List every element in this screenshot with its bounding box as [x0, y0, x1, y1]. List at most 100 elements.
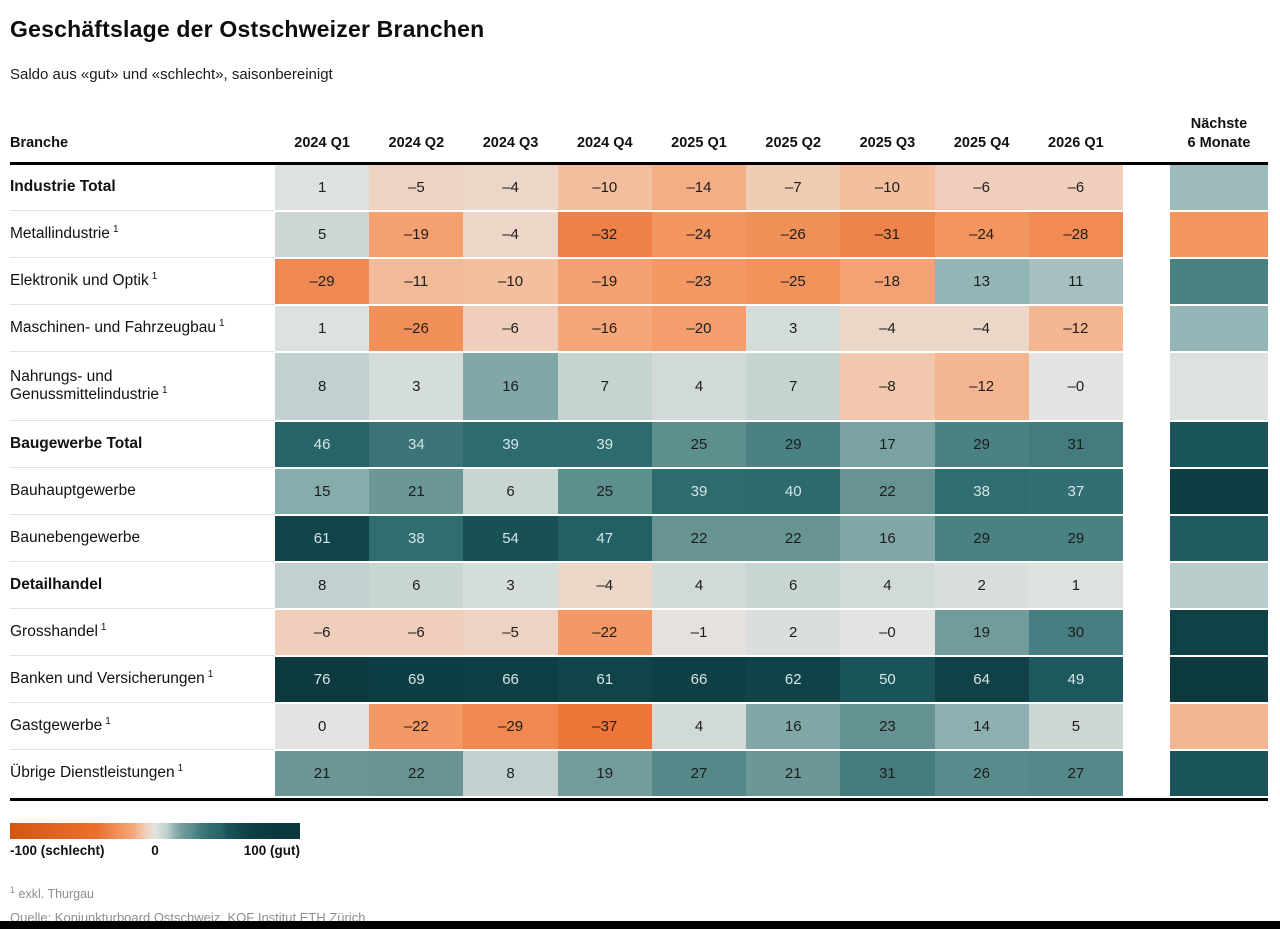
- heatmap-cell: 40: [746, 468, 841, 514]
- table-row: Metallindustrie 1 5 –19 –4 –32 –24 –26 –31 –24 –28: [10, 209, 1268, 257]
- heatmap-cell: –28: [1028, 211, 1123, 257]
- column-gap: [1122, 656, 1170, 702]
- heatmap-cell: 25: [651, 421, 747, 467]
- row-label-footnote-marker: 1: [162, 385, 168, 397]
- forecast-cell: [1169, 211, 1268, 257]
- heatmap-cell: 49: [1028, 656, 1123, 702]
- heatmap-cell: –29: [275, 258, 370, 304]
- heatmap-cell: 31: [840, 750, 935, 796]
- heatmap-cell: 34: [369, 421, 464, 467]
- table-row: Baugewerbe Total 46 34 39 39 25 29 17 29 31: [10, 419, 1268, 467]
- column-gap: [1122, 609, 1170, 655]
- heatmap-cell: 11: [1028, 258, 1123, 304]
- heatmap-cell: –1: [651, 609, 747, 655]
- heatmap-cell: 2: [746, 609, 841, 655]
- heatmap-cell: –4: [463, 164, 558, 210]
- heatmap-cell: 5: [1028, 703, 1123, 749]
- heatmap-cell: –6: [275, 609, 370, 655]
- heatmap-cell: 22: [840, 468, 935, 514]
- heatmap-cell: –32: [557, 211, 652, 257]
- heatmap-cell: 64: [934, 656, 1029, 702]
- heatmap-cell: 14: [934, 703, 1029, 749]
- heatmap-cell: 37: [1028, 468, 1123, 514]
- heatmap-cell: –6: [463, 305, 558, 351]
- heatmap-cell: –37: [557, 703, 652, 749]
- column-header-next-6-months: Nächste 6 Monate: [1170, 115, 1268, 153]
- heatmap-cell: 2: [934, 562, 1029, 608]
- table-row: Elektronik und Optik 1 –29 –11 –10 –19 –23 –25–…: [10, 256, 1268, 304]
- heatmap-cell: 21: [275, 750, 370, 796]
- forecast-cell: [1169, 515, 1268, 561]
- heatmap-cell: –0: [840, 609, 935, 655]
- heatmap-cell: –12: [934, 352, 1029, 420]
- heatmap-cell: 7: [557, 352, 652, 420]
- heatmap-cell: –26: [369, 305, 464, 351]
- heatmap-cell: 21: [369, 468, 464, 514]
- heatmap-cell: 6: [463, 468, 558, 514]
- heatmap-cell: 39: [651, 468, 747, 514]
- table-header-row: Branche 2024 Q1 2024 Q2 2024 Q3 2024 Q4 2025…: [10, 115, 1268, 165]
- column-gap: [1122, 305, 1170, 351]
- table-row: Detailhandel 8 6 3 –4 4 6 4 2 1: [10, 560, 1268, 608]
- heatmap-cell: –4: [840, 305, 935, 351]
- heatmap-cell: 39: [557, 421, 652, 467]
- heatmap-cell: –6: [369, 609, 464, 655]
- heatmap-cell: –10: [840, 164, 935, 210]
- forecast-cell: [1169, 468, 1268, 514]
- heatmap-cell: –10: [557, 164, 652, 210]
- heatmap-cell: –20: [651, 305, 747, 351]
- row-label: Elektronik und Optik 1: [10, 271, 158, 290]
- column-gap: [1122, 211, 1170, 257]
- forecast-cell: [1169, 421, 1268, 467]
- column-gap: [1122, 703, 1170, 749]
- heatmap-cell: 54: [463, 515, 558, 561]
- heatmap-cell: –11: [369, 258, 464, 304]
- heatmap-cell: 3: [369, 352, 464, 420]
- heatmap-cell: 5: [275, 211, 370, 257]
- heatmap-cell: 31: [1028, 421, 1123, 467]
- footnote: 1 exkl. Thurgau: [10, 885, 1268, 901]
- heatmap-cell: –22: [557, 609, 652, 655]
- row-label-footnote-marker: 1: [100, 622, 107, 634]
- heatmap-cell: 22: [369, 750, 464, 796]
- heatmap-cell: 19: [934, 609, 1029, 655]
- heatmap-cell: 38: [369, 515, 464, 561]
- heatmap-cell: –26: [746, 211, 841, 257]
- heatmap-cell: –29: [463, 703, 558, 749]
- heatmap-cell: –18: [840, 258, 935, 304]
- heatmap-cell: 29: [934, 421, 1029, 467]
- heatmap-cell: 22: [651, 515, 747, 561]
- row-label: Baunebengewerbe: [10, 529, 141, 547]
- forecast-cell: [1169, 703, 1268, 749]
- column-gap: [1122, 421, 1170, 467]
- row-label: Übrige Dienstleistungen 1: [10, 763, 184, 782]
- column-header-quarter: 2025 Q2: [765, 134, 822, 151]
- heatmap-cell: –22: [369, 703, 464, 749]
- forecast-cell: [1169, 750, 1268, 796]
- heatmap-cell: 8: [463, 750, 558, 796]
- forecast-cell: [1169, 305, 1268, 351]
- heatmap-cell: 17: [840, 421, 935, 467]
- page: Geschäftslage der Ostschweizer Branchen …: [0, 16, 1280, 925]
- footnote-text: exkl. Thurgau: [18, 886, 95, 901]
- color-legend-gradient-bar: [10, 822, 300, 839]
- heatmap-cell: 25: [557, 468, 652, 514]
- heatmap-cell: 8: [275, 352, 370, 420]
- heatmap-cell: 38: [934, 468, 1029, 514]
- column-gap: [1122, 352, 1170, 420]
- row-label: Industrie Total: [10, 178, 116, 196]
- row-label: Nahrungs- und Genussmittelindustrie 1: [10, 368, 168, 404]
- heatmap-cell: 4: [840, 562, 935, 608]
- heatmap-cell: –24: [934, 211, 1029, 257]
- table-row: Übrige Dienstleistungen 1 21 22 8 19 27 21 31 26 2…: [10, 748, 1268, 796]
- row-label-footnote-marker: 1: [105, 716, 111, 728]
- row-label: Gastgewerbe 1: [10, 716, 111, 735]
- heatmap-cell: 29: [1028, 515, 1123, 561]
- column-gap: [1122, 164, 1170, 210]
- table-row: Maschinen- und Fahrzeugbau 1 1 –26 –6 –16 –20 3…: [10, 303, 1268, 351]
- heatmap-cell: 3: [746, 305, 841, 351]
- row-label-footnote-marker: 1: [218, 318, 225, 330]
- footnote-marker: 1: [10, 884, 16, 895]
- heatmap-cell: –24: [651, 211, 747, 257]
- bottom-border-bar: [0, 921, 1280, 929]
